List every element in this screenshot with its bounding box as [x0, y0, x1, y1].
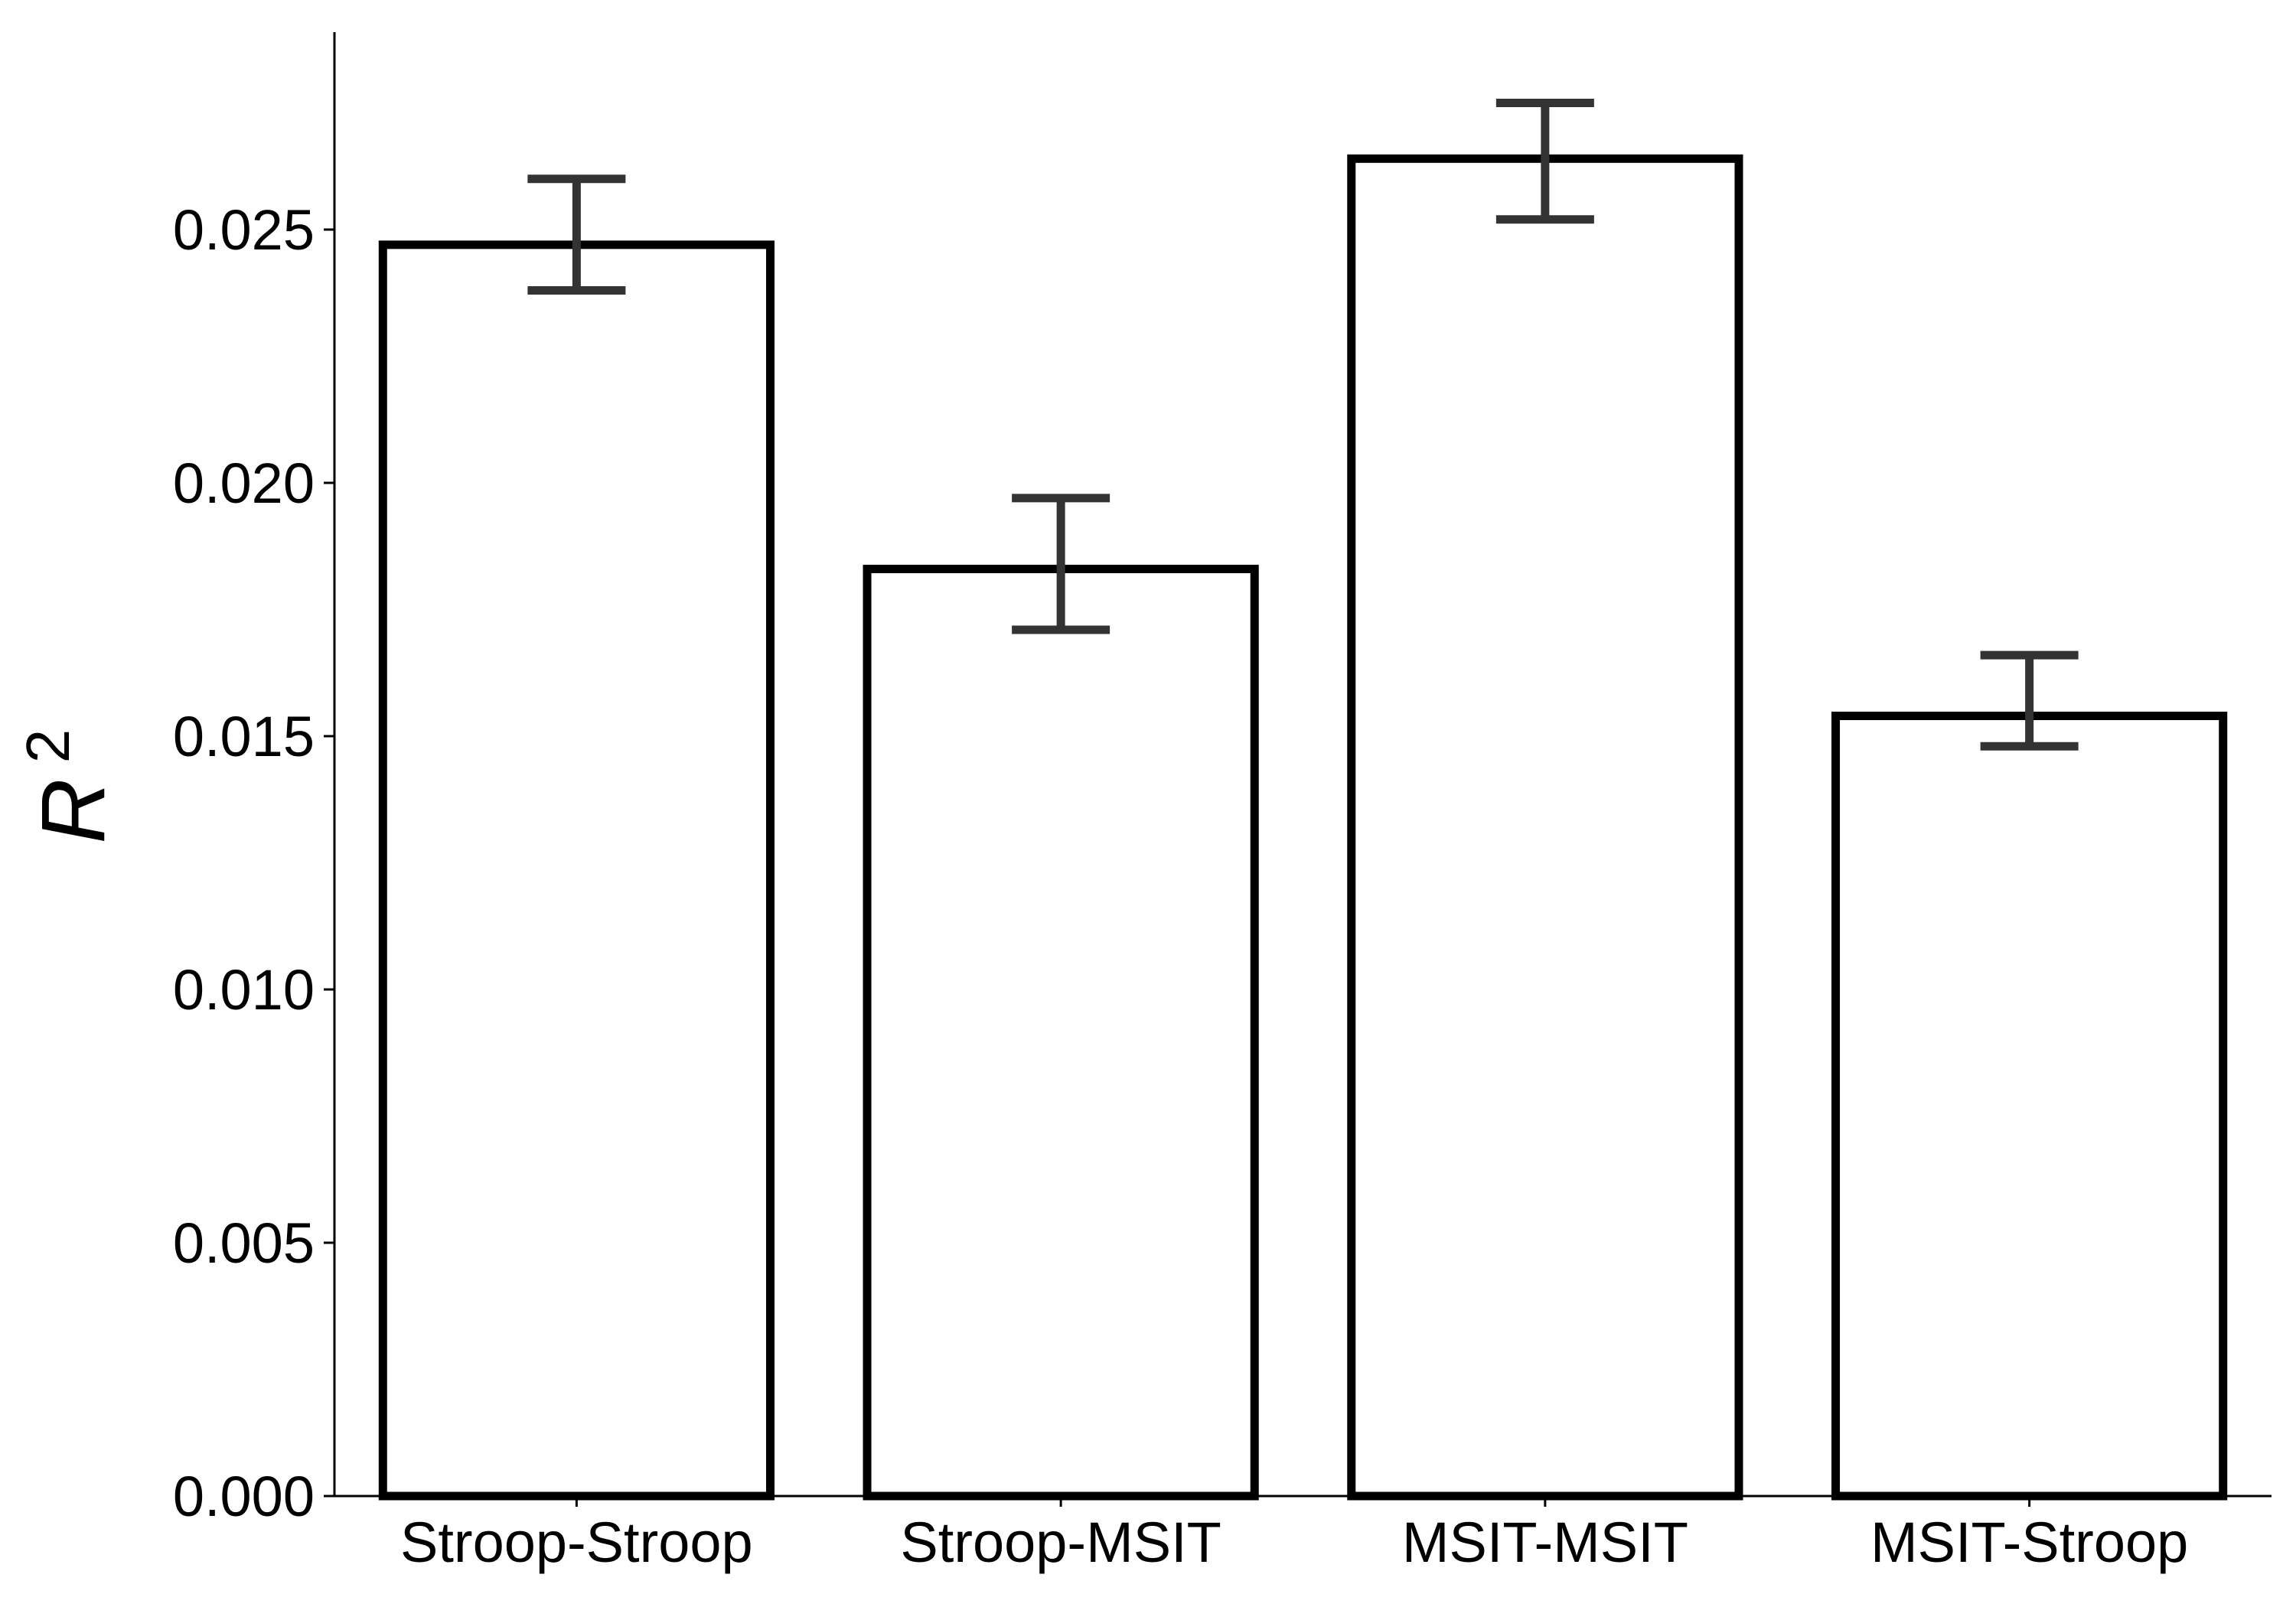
error-bar: [1980, 650, 2079, 751]
x-tick-label: Stroop-MSIT: [900, 1511, 1221, 1574]
error-bar: [1012, 494, 1110, 634]
ticks-layer: Stroop-Stroop Stroop-MSIT MSIT-MSIT MSIT-St…: [173, 198, 2188, 1574]
errorbars-layer: [527, 99, 2079, 751]
y-tick-label: 0.000: [173, 1465, 315, 1528]
bar: [863, 565, 1259, 1501]
y-tick-label: 0.020: [173, 451, 315, 515]
x-tick-label: Stroop-Stroop: [400, 1511, 753, 1574]
error-bar: [1495, 99, 1594, 224]
bars-layer: [378, 154, 2228, 1501]
bar: [378, 240, 775, 1501]
y-tick-label: 0.010: [173, 958, 315, 1022]
axes-layer: [333, 32, 2272, 1498]
y-axis-label-text: R: [23, 778, 124, 843]
x-tick-label: MSIT-Stroop: [1870, 1511, 2188, 1574]
x-tick-label: MSIT-MSIT: [1402, 1511, 1688, 1574]
bar: [1347, 154, 1743, 1501]
y-tick-label: 0.005: [173, 1211, 315, 1275]
y-axis-label-superscript: 2: [14, 729, 82, 764]
bar: [1831, 712, 2228, 1501]
y-axis-label: R 2: [14, 729, 124, 844]
y-tick-label: 0.025: [173, 198, 315, 262]
error-bar: [527, 174, 626, 295]
y-tick-label: 0.015: [173, 705, 315, 768]
